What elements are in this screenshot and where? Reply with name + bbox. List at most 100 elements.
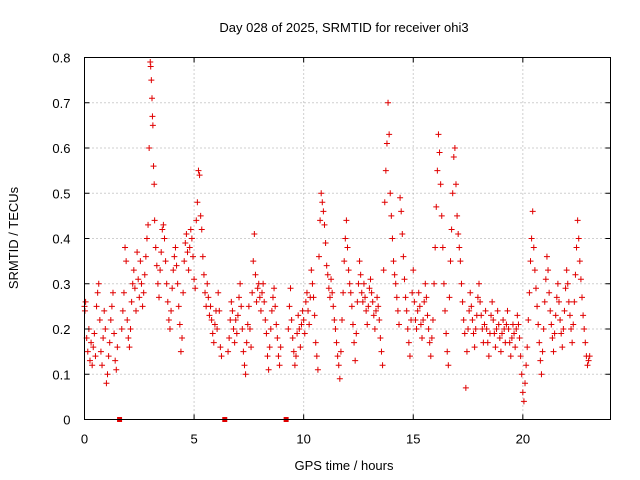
data-point — [448, 226, 455, 233]
data-point — [520, 398, 527, 405]
data-point — [348, 303, 355, 310]
data-point — [526, 289, 533, 296]
data-point — [324, 271, 331, 278]
data-point — [485, 353, 492, 360]
data-point — [95, 280, 102, 287]
data-point — [329, 289, 336, 296]
data-point — [553, 294, 560, 301]
data-point — [248, 344, 255, 351]
data-point — [205, 294, 212, 301]
data-point — [158, 249, 165, 256]
data-point — [439, 244, 446, 251]
data-point — [406, 353, 413, 360]
data-point — [354, 298, 361, 305]
data-point — [560, 326, 567, 332]
y-tick-label: 0.6 — [52, 141, 70, 156]
data-point — [346, 280, 353, 287]
data-point — [242, 371, 249, 378]
data-point — [316, 253, 323, 260]
data-point — [227, 316, 234, 323]
data-point — [275, 353, 282, 360]
data-point — [229, 307, 236, 314]
data-point — [312, 339, 319, 346]
data-point — [505, 326, 512, 332]
data-point — [546, 289, 553, 296]
data-point — [469, 316, 476, 323]
data-point — [445, 362, 452, 369]
data-point — [290, 348, 297, 355]
data-point — [393, 294, 400, 301]
data-point — [356, 258, 363, 265]
data-point — [561, 307, 568, 314]
data-point — [512, 344, 519, 351]
data-point — [579, 294, 586, 301]
data-point — [260, 280, 267, 287]
data-point — [265, 366, 272, 373]
data-point — [472, 326, 479, 332]
data-point — [584, 362, 591, 369]
data-point — [527, 258, 534, 265]
data-point — [174, 280, 181, 287]
data-point — [514, 312, 521, 319]
data-point — [465, 326, 472, 332]
data-point — [433, 203, 440, 210]
data-point — [457, 258, 464, 265]
data-point — [538, 371, 545, 378]
data-point — [210, 339, 217, 346]
data-point — [266, 344, 273, 351]
data-point — [176, 321, 183, 328]
data-point — [120, 289, 127, 296]
data-point — [199, 253, 206, 260]
data-point — [482, 307, 489, 314]
data-point — [419, 335, 426, 342]
data-point — [204, 280, 211, 287]
data-point — [336, 375, 343, 382]
data-point — [488, 312, 495, 319]
data-point — [131, 285, 138, 292]
data-point — [497, 348, 504, 355]
data-point — [272, 303, 279, 310]
data-point — [376, 316, 383, 323]
data-point — [377, 335, 384, 342]
data-point — [459, 298, 466, 305]
data-point — [529, 208, 536, 215]
data-point — [478, 312, 485, 319]
data-point — [88, 339, 95, 346]
data-point — [251, 230, 258, 237]
data-point — [184, 249, 191, 256]
data-point — [130, 267, 137, 274]
data-point — [397, 194, 404, 201]
data-point — [238, 303, 245, 310]
data-point — [218, 353, 225, 360]
data-point — [446, 294, 453, 301]
data-point — [334, 353, 341, 360]
data-point — [378, 348, 385, 355]
data-point — [432, 244, 439, 251]
data-point — [137, 258, 144, 265]
data-point — [135, 276, 142, 283]
data-point — [559, 344, 566, 351]
data-point — [493, 326, 500, 332]
data-point — [370, 312, 377, 319]
data-point — [264, 353, 271, 360]
data-point — [577, 276, 584, 283]
data-point — [388, 212, 395, 219]
data-point — [496, 335, 503, 342]
data-point — [150, 163, 157, 170]
data-point — [99, 362, 106, 369]
data-point — [109, 289, 116, 296]
data-point — [198, 226, 205, 233]
data-point — [437, 181, 444, 188]
data-point — [145, 221, 152, 228]
data-point — [159, 226, 166, 233]
data-point — [332, 326, 339, 332]
data-point — [277, 344, 284, 351]
data-point — [122, 244, 129, 251]
data-point — [286, 303, 293, 310]
data-point — [424, 312, 431, 319]
data-point — [342, 235, 349, 242]
data-point — [555, 298, 562, 305]
data-point — [454, 212, 461, 219]
data-point — [460, 316, 467, 323]
data-point — [575, 235, 582, 242]
